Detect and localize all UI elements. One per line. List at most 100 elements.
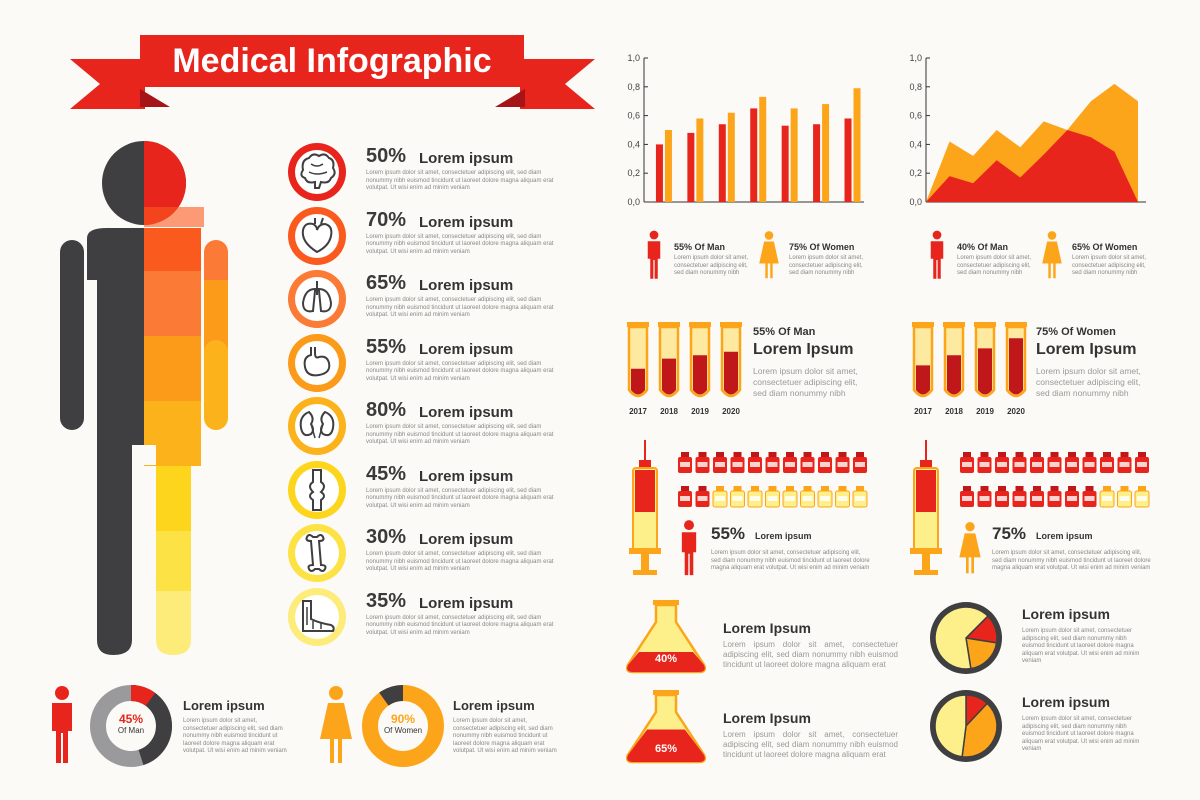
vial-cap xyxy=(998,452,1006,457)
organ-icon-bg xyxy=(295,404,339,448)
vial-cap xyxy=(856,486,864,491)
organ-circle xyxy=(288,270,346,328)
vial-label xyxy=(855,462,865,467)
tube-fill xyxy=(724,351,738,395)
vial-cap xyxy=(751,486,759,491)
organ-row-8: 35% Lorem ipsum Lorem ipsum dolor sit amet… xyxy=(288,587,588,648)
organ-pct: 50% xyxy=(366,145,407,167)
vial-cap xyxy=(1120,486,1129,491)
organ-title: Lorem ipsum xyxy=(419,531,514,548)
organ-row-6: 45% Lorem ipsum Lorem ipsum dolor sit amet… xyxy=(288,460,588,521)
vial-cap xyxy=(1068,452,1076,457)
vial-cap xyxy=(998,486,1006,491)
vial-label xyxy=(697,496,708,501)
vial-label xyxy=(1067,462,1077,467)
woman-figure-icon xyxy=(320,686,352,763)
syringe-icon xyxy=(910,440,942,575)
vial-cap xyxy=(768,452,777,457)
vial-cap xyxy=(838,452,847,457)
tube-year-label: 2018 xyxy=(945,407,963,416)
vial-label xyxy=(1102,496,1112,501)
organ-desc: Lorem ipsum dolor sit amet, consectetuer… xyxy=(366,233,554,255)
vial-cap xyxy=(681,452,689,457)
vial-label xyxy=(837,496,848,501)
organ-icon-bg xyxy=(295,213,339,258)
pie-slice-yellow xyxy=(934,694,967,758)
y-tick-label: 0,6 xyxy=(909,111,922,121)
donut-women-label: 90% Of Women xyxy=(378,712,428,735)
bar-man xyxy=(687,132,695,202)
man-figure-icon xyxy=(52,686,72,763)
tube-heading: 55% Of Man xyxy=(753,326,816,338)
donut-man-pct: 45% xyxy=(118,712,144,726)
flask-desc: Lorem ipsum dolor sit amet, consectetuer… xyxy=(723,730,898,759)
bar-man xyxy=(750,108,758,202)
syringe-desc: Lorem ipsum dolor sit amet, consectetuer… xyxy=(992,550,1151,571)
legend-desc: Lorem ipsum dolor sit amet, consectetuer… xyxy=(957,255,1032,276)
vial-label xyxy=(979,462,990,467)
tube-cap xyxy=(912,322,934,327)
organ-row-5: 80% Lorem ipsum Lorem ipsum dolor sit amet… xyxy=(288,397,588,457)
tube-cap xyxy=(627,322,649,327)
pie-slice-yellow xyxy=(934,606,989,670)
tube-cap xyxy=(720,322,742,327)
y-tick-label: 0,0 xyxy=(909,197,922,207)
donut-man-accent-arc xyxy=(90,685,172,767)
pie-desc: Lorem ipsum dolor sit amet, consectetuer… xyxy=(1022,716,1140,752)
tube-heading: 75% Of Women xyxy=(1036,326,1116,338)
organ-pct: 30% xyxy=(366,526,407,548)
vial-cap xyxy=(1015,486,1024,491)
vial-label xyxy=(820,462,830,467)
flask-icon xyxy=(625,690,707,764)
vial-label xyxy=(767,496,778,501)
organ-circle xyxy=(288,587,346,646)
vial-label xyxy=(1137,462,1147,467)
organ-icon-bg xyxy=(295,531,339,575)
vial-label xyxy=(802,496,813,501)
bone-icon xyxy=(305,534,327,572)
vial-label xyxy=(785,462,795,467)
bar-women xyxy=(759,96,767,202)
flask-desc: Lorem ipsum dolor sit amet, consectetuer… xyxy=(723,640,898,669)
organ-desc: Lorem ipsum dolor sit amet, consectetuer… xyxy=(366,297,554,318)
tube-title: Lorem Ipsum xyxy=(753,341,854,358)
bar-women xyxy=(727,112,735,202)
vial-grid xyxy=(678,452,868,508)
organ-row-7: 30% Lorem ipsum Lorem ipsum dolor sit amet… xyxy=(288,524,588,584)
vial-label xyxy=(1119,496,1130,501)
vial-label xyxy=(1049,462,1060,467)
tube-fill xyxy=(693,355,707,395)
vial-label xyxy=(1102,462,1112,467)
legend-man-icon xyxy=(930,230,944,279)
tube-fill xyxy=(631,368,645,395)
donut-women xyxy=(362,685,444,767)
pie-slice-orange xyxy=(965,637,998,670)
organ-icon-bg xyxy=(295,594,339,639)
brain-icon xyxy=(300,153,336,189)
y-tick-label: 0,4 xyxy=(627,139,640,149)
y-tick-label: 0,2 xyxy=(909,168,922,178)
organ-icon-bg xyxy=(295,150,339,194)
bar-women xyxy=(664,130,672,202)
bar-women xyxy=(790,108,798,202)
vial-label xyxy=(1014,496,1025,501)
heart-icon xyxy=(301,217,333,253)
syringe-woman-icon xyxy=(959,522,981,574)
vial-cap xyxy=(963,452,971,457)
vial-label xyxy=(1049,496,1060,501)
vial-grid xyxy=(960,452,1150,508)
pie-chart xyxy=(930,690,1002,762)
organ-row-3: 65% Lorem ipsum Lorem ipsum dolor sit amet… xyxy=(288,270,588,330)
organ-desc: Lorem ipsum dolor sit amet, consectetuer… xyxy=(366,360,554,382)
y-tick-label: 0,4 xyxy=(909,139,922,149)
tube-year-label: 2019 xyxy=(691,407,709,416)
pie-chart xyxy=(930,602,1002,674)
vial-cap xyxy=(1103,486,1111,491)
syringe-icon xyxy=(629,440,661,575)
legend-man-icon xyxy=(647,230,661,279)
tube-desc: Lorem ipsum dolor sit amet, consectetuer… xyxy=(753,366,858,398)
bar-man xyxy=(655,144,663,202)
area-chart: 0,0 0,2 0,4 0,6 0,8 1,0 xyxy=(909,53,1146,207)
legend-desc: Lorem ipsum dolor sit amet, consectetuer… xyxy=(1072,255,1147,276)
legend-woman-icon xyxy=(1042,231,1062,279)
